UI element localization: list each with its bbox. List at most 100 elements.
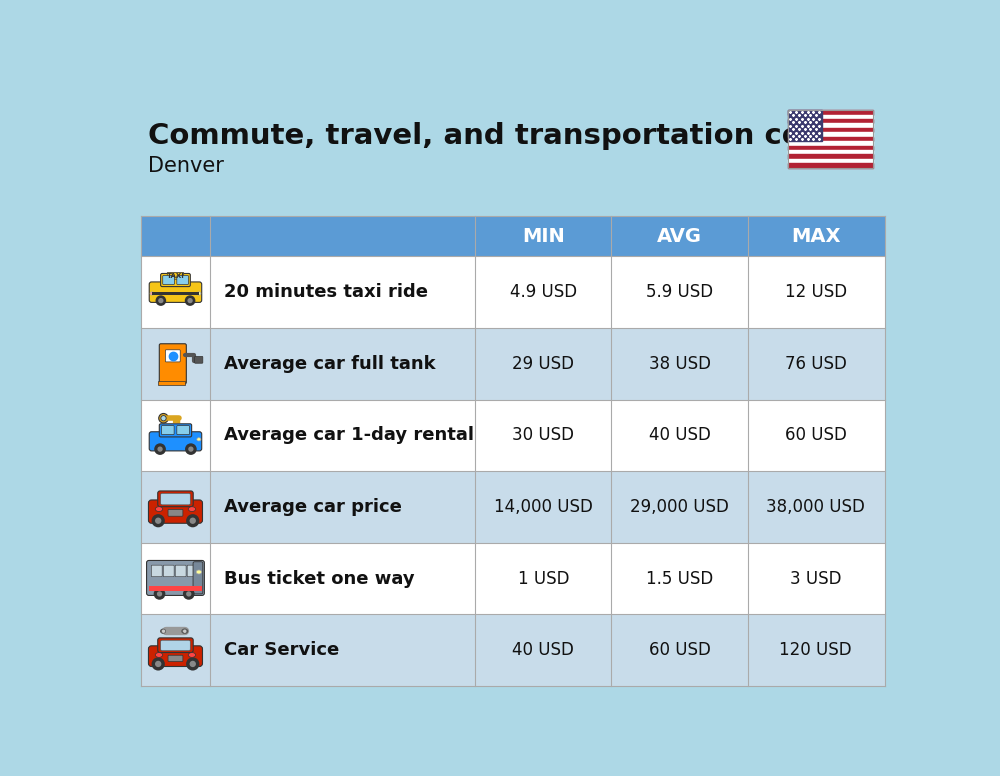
FancyBboxPatch shape [151, 565, 162, 577]
Text: 60 USD: 60 USD [649, 641, 710, 660]
Bar [788, 137, 873, 141]
Text: 38 USD: 38 USD [649, 355, 711, 372]
Bar [788, 128, 873, 132]
Text: 20 minutes taxi ride: 20 minutes taxi ride [224, 283, 428, 301]
Circle shape [190, 661, 196, 667]
FancyBboxPatch shape [161, 426, 174, 435]
Bar [140, 615, 885, 686]
Ellipse shape [197, 438, 201, 441]
Text: 120 USD: 120 USD [779, 641, 852, 660]
Circle shape [186, 657, 199, 670]
Circle shape [155, 661, 161, 667]
Bar [149, 586, 202, 591]
Ellipse shape [155, 507, 163, 511]
FancyBboxPatch shape [177, 426, 190, 435]
Circle shape [185, 296, 195, 306]
Text: MAX: MAX [791, 227, 840, 246]
Circle shape [152, 514, 165, 528]
FancyBboxPatch shape [167, 272, 184, 279]
Text: AVG: AVG [657, 227, 702, 246]
Text: 38,000 USD: 38,000 USD [766, 498, 865, 516]
Circle shape [185, 443, 197, 455]
Circle shape [186, 591, 191, 597]
Circle shape [190, 518, 196, 524]
Text: 40 USD: 40 USD [649, 426, 710, 445]
Bar [788, 132, 873, 137]
Bar [788, 110, 822, 141]
Circle shape [156, 296, 166, 306]
FancyBboxPatch shape [195, 356, 203, 363]
Text: Denver: Denver [148, 156, 224, 176]
Text: 30 USD: 30 USD [512, 426, 574, 445]
Circle shape [154, 588, 165, 600]
FancyBboxPatch shape [177, 275, 188, 285]
Bar [152, 293, 199, 296]
FancyBboxPatch shape [175, 565, 186, 577]
FancyBboxPatch shape [158, 638, 193, 653]
Bar [140, 328, 885, 400]
Circle shape [155, 518, 161, 524]
FancyBboxPatch shape [147, 560, 204, 595]
Text: 14,000 USD: 14,000 USD [494, 498, 593, 516]
Text: Bus ticket one way: Bus ticket one way [224, 570, 415, 587]
Bar [788, 164, 873, 168]
Circle shape [161, 416, 166, 421]
Circle shape [183, 588, 195, 600]
Bar [140, 400, 885, 471]
Circle shape [187, 298, 193, 303]
Circle shape [157, 446, 163, 452]
FancyBboxPatch shape [149, 431, 202, 451]
Bar [140, 256, 885, 328]
Bar [788, 119, 873, 123]
FancyBboxPatch shape [193, 562, 203, 594]
Circle shape [186, 514, 199, 528]
FancyBboxPatch shape [159, 344, 186, 384]
FancyBboxPatch shape [163, 275, 174, 285]
Text: Average car full tank: Average car full tank [224, 355, 436, 372]
Ellipse shape [188, 507, 196, 511]
Text: 60 USD: 60 USD [785, 426, 847, 445]
Circle shape [157, 591, 162, 597]
Bar [140, 217, 885, 256]
FancyBboxPatch shape [149, 282, 202, 303]
FancyBboxPatch shape [161, 273, 190, 286]
Bar [788, 123, 873, 128]
Text: 5.9 USD: 5.9 USD [646, 283, 713, 301]
Text: 12 USD: 12 USD [785, 283, 847, 301]
Circle shape [159, 414, 168, 423]
FancyBboxPatch shape [187, 565, 198, 577]
FancyBboxPatch shape [161, 494, 190, 505]
Circle shape [158, 298, 164, 303]
Bar [140, 471, 885, 542]
FancyBboxPatch shape [168, 509, 183, 516]
Bar [140, 542, 885, 615]
FancyBboxPatch shape [158, 491, 193, 507]
Ellipse shape [188, 653, 196, 657]
FancyBboxPatch shape [148, 646, 202, 667]
Bar [788, 154, 873, 159]
Text: 3 USD: 3 USD [790, 570, 841, 587]
FancyBboxPatch shape [161, 640, 190, 651]
FancyBboxPatch shape [168, 655, 183, 662]
FancyBboxPatch shape [148, 500, 202, 523]
Ellipse shape [197, 292, 201, 295]
Text: TAXI: TAXI [167, 273, 184, 279]
Bar [788, 110, 873, 168]
Circle shape [154, 443, 166, 455]
FancyBboxPatch shape [165, 350, 180, 362]
Circle shape [161, 629, 166, 633]
Text: 40 USD: 40 USD [512, 641, 574, 660]
Ellipse shape [150, 292, 154, 295]
Bar [788, 110, 873, 115]
Bar [788, 141, 873, 146]
Text: 29,000 USD: 29,000 USD [630, 498, 729, 516]
Circle shape [183, 629, 187, 633]
Text: 29 USD: 29 USD [512, 355, 574, 372]
Circle shape [188, 446, 194, 452]
Text: Average car price: Average car price [224, 498, 402, 516]
FancyBboxPatch shape [159, 424, 192, 437]
Ellipse shape [196, 570, 202, 574]
Bar [788, 146, 873, 150]
Ellipse shape [161, 629, 166, 633]
Ellipse shape [182, 629, 188, 633]
